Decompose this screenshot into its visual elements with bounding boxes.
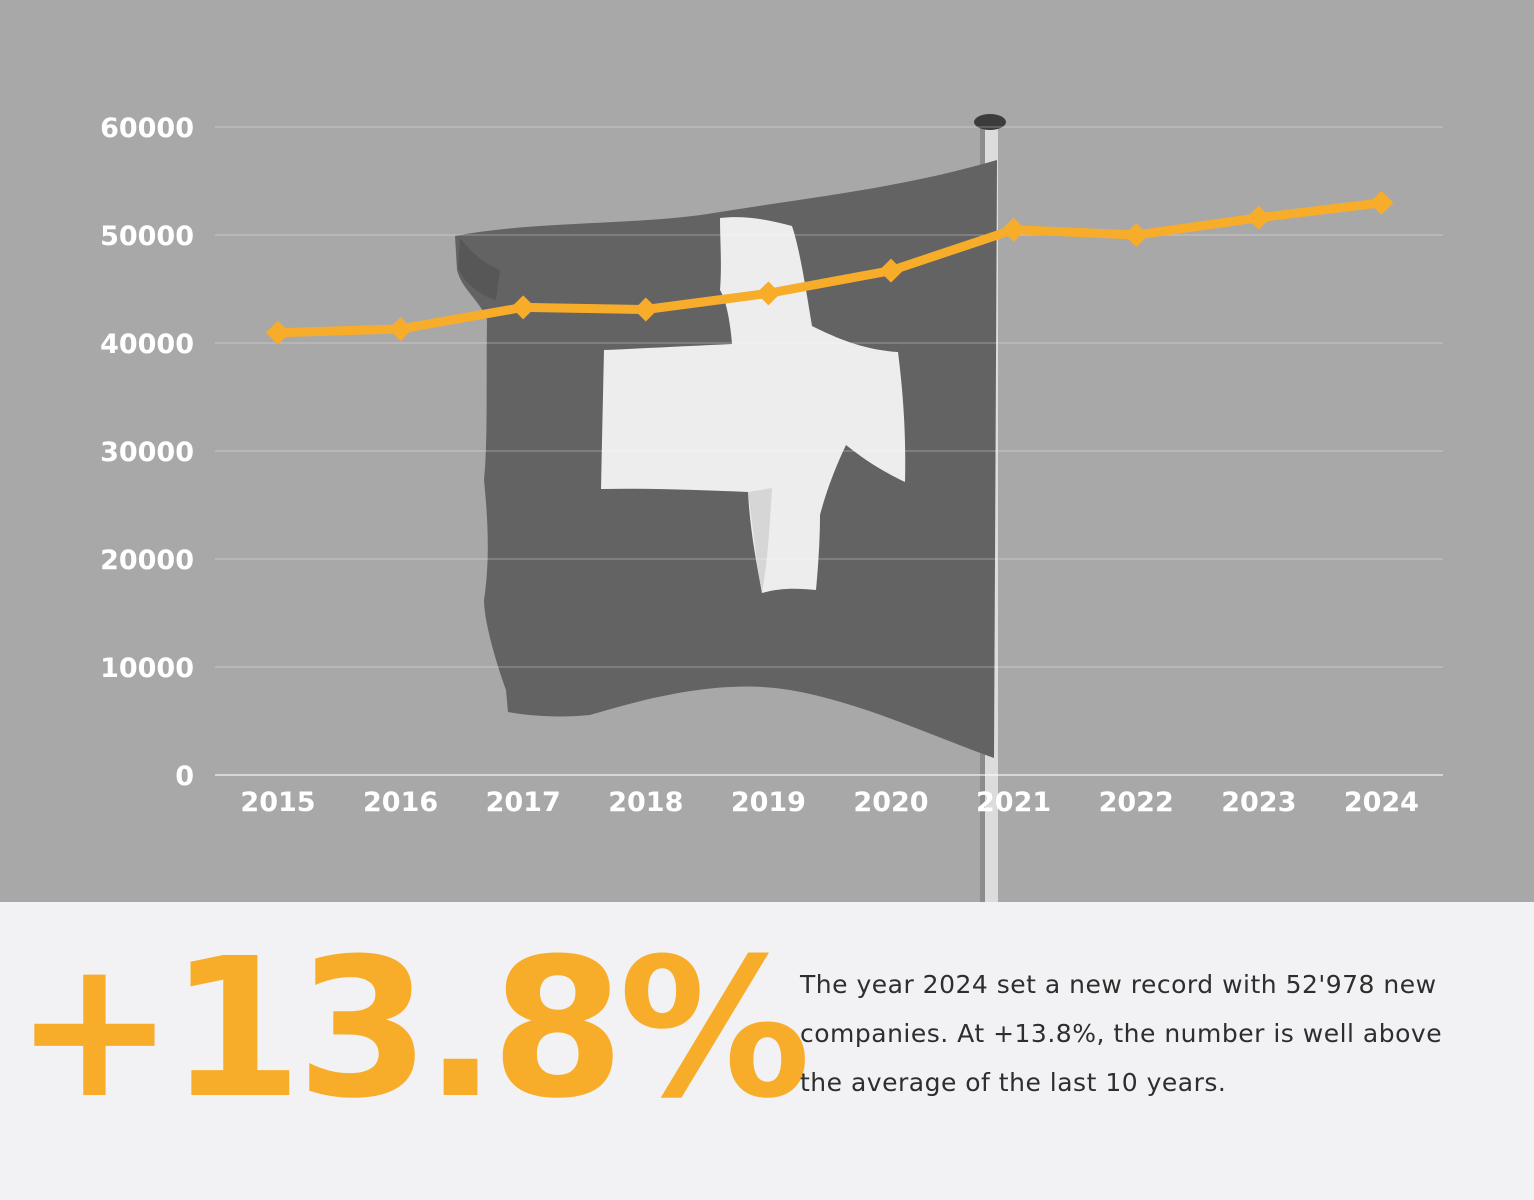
data-point-marker (1369, 190, 1394, 215)
x-tick-label: 2020 (853, 787, 928, 818)
hero-chart-section: 0 10000 20000 30000 40000 50000 60000 2015 2016… (0, 0, 1534, 902)
y-tick-label: 50000 (100, 221, 194, 252)
y-axis-ticks: 0 10000 20000 30000 40000 50000 60000 (100, 113, 194, 792)
x-tick-label: 2017 (486, 787, 561, 818)
swiss-flag-photo (455, 114, 1006, 902)
x-tick-label: 2022 (1099, 787, 1174, 818)
data-point-marker (388, 316, 413, 341)
series-line (273, 198, 1386, 338)
data-point-marker (633, 297, 658, 322)
grid-lines (215, 126, 1443, 776)
x-tick-label: 2015 (240, 787, 315, 818)
data-point-marker (266, 320, 290, 345)
y-tick-label: 60000 (100, 113, 194, 144)
x-tick-label: 2019 (731, 787, 806, 818)
x-tick-label: 2016 (363, 787, 438, 818)
x-tick-label: 2018 (608, 787, 683, 818)
x-tick-label: 2024 (1344, 787, 1419, 818)
y-tick-label: 20000 (100, 545, 194, 576)
summary-panel: +13.8% The year 2024 set a new record wi… (0, 902, 1534, 1200)
data-point-marker (511, 295, 536, 320)
y-tick-label: 0 (175, 761, 194, 792)
data-point-marker (1124, 223, 1149, 247)
data-point-marker (1001, 217, 1026, 242)
big-stat-percentage: +13.8% (14, 918, 811, 1141)
summary-text: The year 2024 set a new record with 52'9… (800, 970, 1443, 1097)
y-tick-label: 10000 (100, 653, 194, 684)
x-tick-label: 2023 (1221, 787, 1296, 818)
line-chart: 0 10000 20000 30000 40000 50000 60000 2015 2016… (100, 113, 1443, 818)
y-tick-label: 40000 (100, 329, 194, 360)
series-markers (266, 190, 1394, 345)
data-point-marker (879, 258, 903, 283)
y-tick-label: 30000 (100, 437, 194, 468)
data-point-marker (1246, 205, 1271, 230)
x-axis-ticks: 2015 2016 2017 2018 2019 2020 2021 2022 2023 2024 (240, 787, 1419, 818)
data-point-marker (756, 281, 781, 306)
x-tick-label: 2021 (976, 787, 1051, 818)
